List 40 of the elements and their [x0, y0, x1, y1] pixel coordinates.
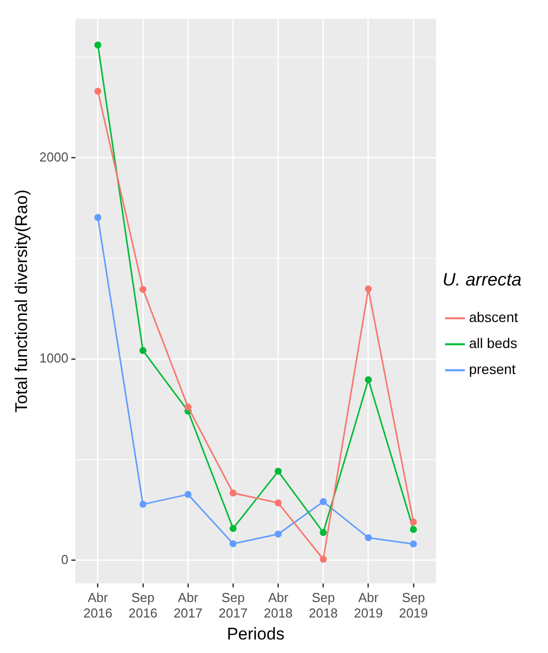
y-axis-title: Total functional diversity(Rao) — [12, 190, 31, 413]
point — [274, 530, 282, 538]
point — [320, 556, 327, 563]
x-tick-label: Sep 2019 — [398, 590, 428, 620]
x-tick-label: Sep 2018 — [308, 590, 338, 620]
legend-title: U. arrecta — [442, 270, 522, 290]
point — [410, 518, 417, 526]
point — [230, 524, 237, 532]
y-tick-label: 2000 — [39, 149, 68, 164]
point — [320, 528, 327, 536]
point — [320, 498, 327, 506]
point — [184, 404, 192, 411]
point — [94, 41, 102, 48]
point — [274, 468, 282, 475]
x-tick-label: Abr 2016 — [83, 590, 112, 620]
legend-label: all beds — [468, 335, 518, 352]
x-tick-label: Sep 2017 — [218, 590, 248, 620]
x-tick-label: Sep 2016 — [128, 590, 158, 620]
point — [364, 534, 372, 542]
point — [410, 526, 417, 533]
point — [139, 500, 146, 508]
legend-label: abscent — [468, 309, 518, 326]
point — [139, 347, 146, 354]
x-axis-title: Periods — [226, 624, 284, 644]
y-tick-label: 0 — [61, 552, 68, 567]
legend-label: present — [468, 361, 516, 378]
point — [139, 286, 146, 293]
x-tick-label: Abr 2018 — [264, 590, 293, 620]
point — [410, 540, 417, 548]
x-tick-label: Abr 2017 — [174, 590, 202, 620]
point — [274, 499, 282, 506]
point — [230, 490, 237, 497]
point — [364, 376, 372, 384]
point — [364, 285, 372, 292]
point — [94, 88, 102, 95]
y-tick-label: 1000 — [39, 350, 68, 366]
point — [230, 540, 237, 548]
point — [184, 490, 192, 498]
point — [94, 214, 102, 221]
x-tick-label: Abr 2019 — [354, 590, 383, 620]
